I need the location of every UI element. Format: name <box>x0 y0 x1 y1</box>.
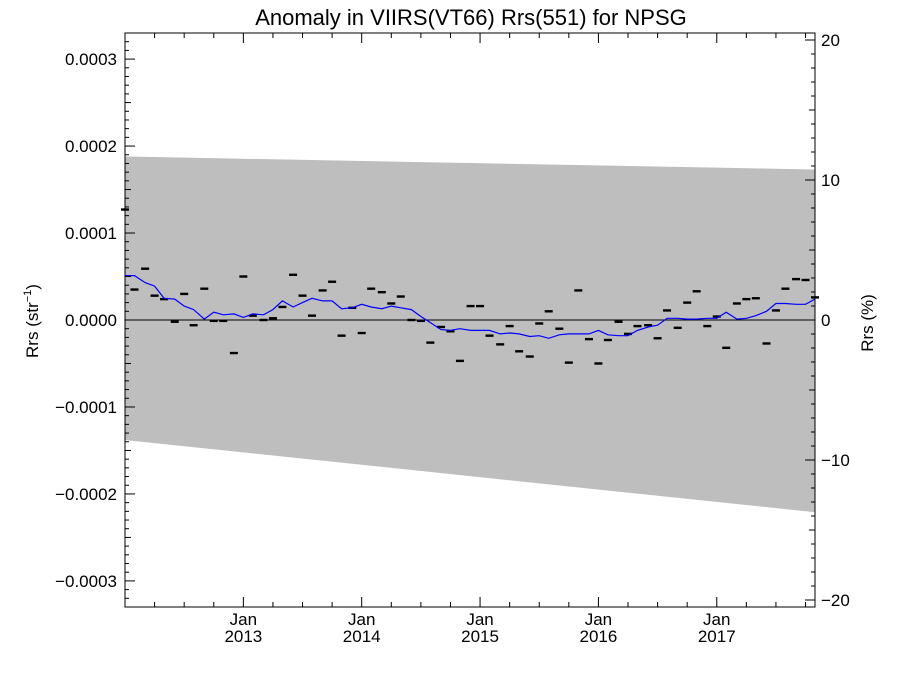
running-mean-line <box>125 275 816 339</box>
y-tick-label: 0.0001 <box>65 224 117 243</box>
chart-title: Anomaly in VIIRS(VT66) Rrs(551) for NPSG <box>255 5 687 30</box>
y-tick-label: −0.0001 <box>55 398 117 417</box>
x-tick-year: 2017 <box>698 627 736 646</box>
y2-tick-label: −20 <box>821 591 850 610</box>
uncertainty-band <box>125 156 815 513</box>
plot-area <box>121 156 819 513</box>
monthly-anomaly-series <box>121 208 819 365</box>
x-tick-year: 2013 <box>224 627 262 646</box>
y2-axis-title: Rrs (%) <box>858 294 877 352</box>
y-tick-label: 0.0000 <box>65 311 117 330</box>
y-axis-title-sup: −1 <box>22 290 34 303</box>
x-tick-month: Jan <box>466 610 493 629</box>
x-tick-month: Jan <box>348 610 375 629</box>
y2-tick-label: 10 <box>821 171 840 190</box>
y-axis-left: 0.0003 0.0002 0.0001 0.0000 −0.0001 −0.0002 −0… <box>55 32 135 608</box>
y-axis-right: 20 10 0 −10 −20 <box>805 31 850 610</box>
x-tick-month: Jan <box>585 610 612 629</box>
y2-tick-label: −10 <box>821 451 850 470</box>
y-tick-label: −0.0002 <box>55 485 117 504</box>
y-axis-title: Rrs (str−1) <box>22 284 42 358</box>
x-tick-year: 2015 <box>461 627 499 646</box>
x-tick-year: 2014 <box>343 627 381 646</box>
y-axis-title-close: ) <box>23 284 42 290</box>
y-tick-label: 0.0002 <box>65 137 117 156</box>
x-tick-month: Jan <box>230 610 257 629</box>
y2-tick-label: 0 <box>821 311 830 330</box>
y-axis-title-base: Rrs (str <box>23 302 42 358</box>
y-tick-label: 0.0003 <box>65 50 117 69</box>
y2-tick-label: 20 <box>821 31 840 50</box>
x-tick-year: 2016 <box>579 627 617 646</box>
y-tick-label: −0.0003 <box>55 572 117 591</box>
x-tick-month: Jan <box>703 610 730 629</box>
